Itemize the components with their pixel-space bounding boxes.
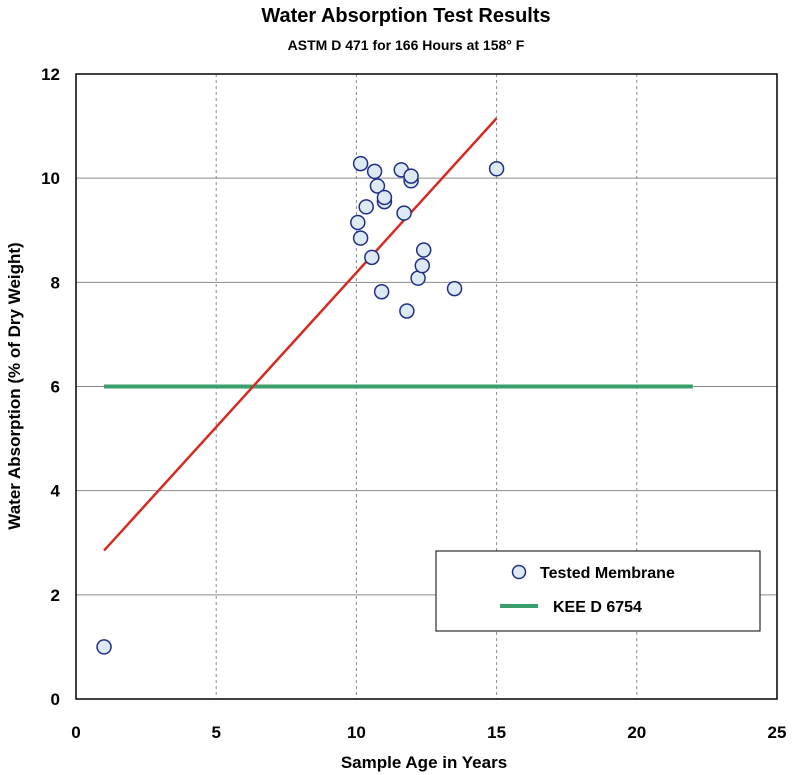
plot-area-border bbox=[75, 73, 778, 700]
data-point bbox=[376, 189, 393, 206]
x-tick-label: 10 bbox=[347, 723, 366, 742]
trend-line bbox=[103, 117, 498, 552]
series-lines bbox=[103, 117, 693, 552]
data-point bbox=[414, 257, 431, 274]
chart-title: Water Absorption Test Results bbox=[261, 5, 550, 27]
data-point bbox=[373, 283, 390, 300]
y-tick-label: 8 bbox=[51, 273, 60, 292]
legend-box bbox=[435, 550, 761, 632]
y-tick-label: 6 bbox=[51, 378, 60, 397]
legend-label-tested-membrane: Tested Membrane bbox=[540, 565, 675, 582]
chart-subtitle: ASTM D 471 for 166 Hours at 158° F bbox=[288, 37, 525, 53]
y-tick-label: 4 bbox=[51, 482, 61, 501]
y-tick-label: 0 bbox=[51, 690, 60, 709]
data-point bbox=[352, 155, 369, 172]
data-point bbox=[488, 161, 505, 177]
x-tick-label: 15 bbox=[487, 723, 506, 742]
x-axis-label: Sample Age in Years bbox=[341, 753, 507, 772]
data-point bbox=[358, 199, 374, 215]
data-point bbox=[364, 249, 380, 266]
x-tick-label: 0 bbox=[71, 723, 80, 742]
data-point bbox=[352, 230, 369, 246]
y-tick-label: 2 bbox=[51, 586, 60, 605]
data-point bbox=[396, 205, 412, 221]
x-tick-labels: 0 5 10 15 20 25 bbox=[71, 723, 786, 742]
data-point bbox=[403, 168, 419, 184]
data-point bbox=[96, 639, 112, 655]
data-point bbox=[415, 242, 432, 258]
legend-label-kee: KEE D 6754 bbox=[553, 599, 642, 616]
data-point bbox=[399, 303, 415, 319]
legend-marker-tested-membrane bbox=[511, 564, 527, 580]
data-points bbox=[96, 155, 505, 655]
data-point bbox=[369, 178, 386, 194]
data-point bbox=[446, 280, 463, 297]
data-point bbox=[366, 163, 383, 180]
y-tick-labels: 0 2 4 6 8 10 12 bbox=[41, 65, 60, 709]
y-tick-label: 12 bbox=[41, 65, 60, 84]
legend: Tested Membrane KEE D 6754 bbox=[435, 550, 761, 632]
x-tick-label: 20 bbox=[627, 723, 646, 742]
data-point bbox=[350, 214, 366, 231]
y-tick-label: 10 bbox=[41, 169, 60, 188]
x-tick-label: 25 bbox=[768, 723, 787, 742]
y-axis-label: Water Absorption (% of Dry Weight) bbox=[5, 242, 24, 529]
x-tick-label: 5 bbox=[211, 723, 220, 742]
